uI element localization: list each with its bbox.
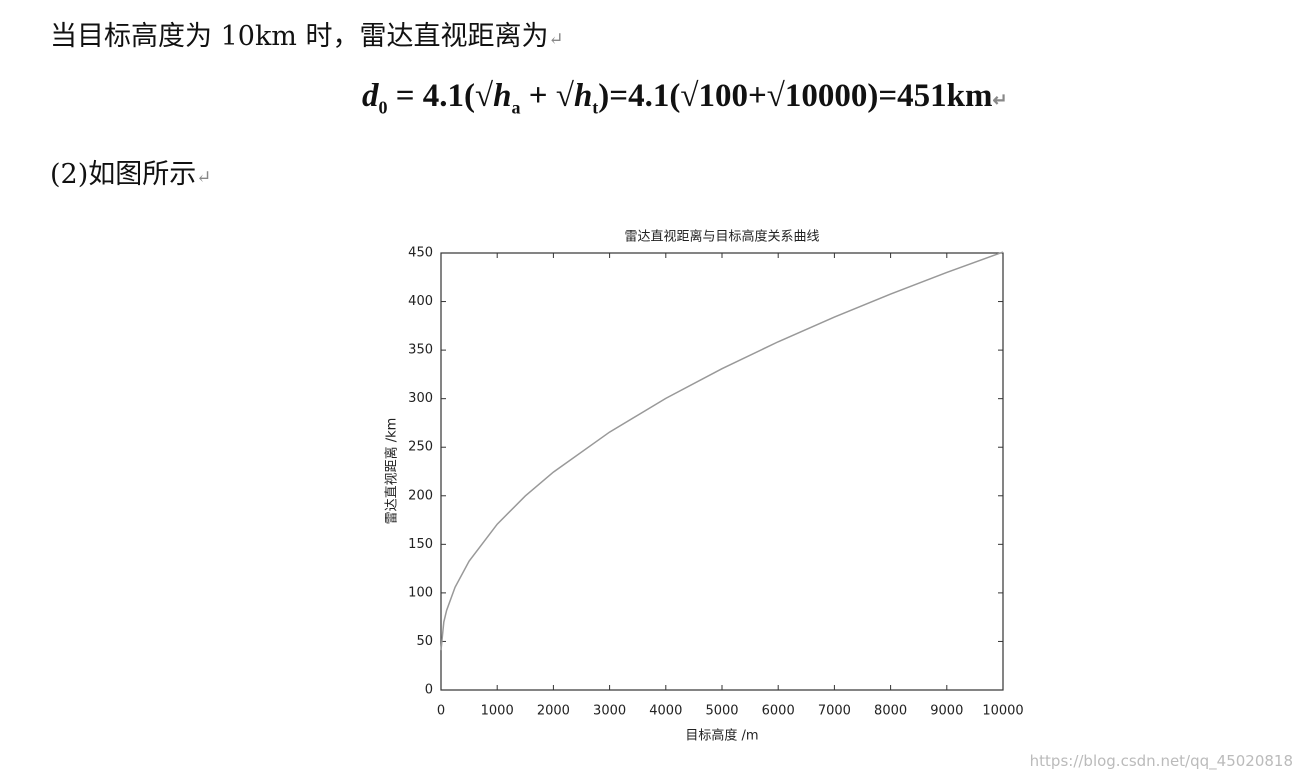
chart-title: 雷达直视距离与目标高度关系曲线 xyxy=(624,229,819,245)
x-tick-label: 9000 xyxy=(930,704,963,719)
x-tick-label: 5000 xyxy=(705,704,738,719)
return-mark: ↵ xyxy=(548,29,564,50)
y-tick-label: 200 xyxy=(408,488,433,503)
paragraph: 当目标高度为 10km 时，雷达直视距离为↵ xyxy=(50,14,564,53)
formula-part: t xyxy=(592,97,599,118)
y-tick-label: 350 xyxy=(408,343,433,358)
formula-part: + √ xyxy=(520,78,574,114)
paragraph: (2)如图所示↵ xyxy=(50,152,211,191)
y-tick-label: 150 xyxy=(408,537,433,552)
formula-part: = 4.1(√ xyxy=(387,78,494,114)
formula-part: a xyxy=(511,97,521,118)
formula-part: 0 xyxy=(378,97,388,118)
return-mark: ↵ xyxy=(992,90,1008,110)
y-tick-label: 100 xyxy=(408,585,433,600)
formula-part: d xyxy=(362,78,379,114)
x-tick-label: 10000 xyxy=(982,704,1023,719)
plot-frame xyxy=(440,252,1004,691)
x-axis-label: 目标高度 /m xyxy=(685,728,758,744)
x-tick-label: 3000 xyxy=(593,704,626,719)
return-mark: ↵ xyxy=(196,167,212,188)
y-tick-label: 450 xyxy=(408,246,433,261)
y-tick-label: 300 xyxy=(408,391,433,406)
formula-part: )=4.1(√100+√10000)=451km xyxy=(598,78,993,114)
x-tick-label: 0 xyxy=(437,704,445,719)
y-tick-label: 0 xyxy=(425,683,433,698)
x-tick-label: 2000 xyxy=(537,704,570,719)
text: (2)如图所示 xyxy=(50,159,197,190)
formula-part: h xyxy=(493,78,512,114)
x-tick-label: 4000 xyxy=(649,704,682,719)
formula-part: h xyxy=(573,78,593,114)
watermark: https://blog.csdn.net/qq_45020818 xyxy=(1029,752,1293,770)
formula: d0 = 4.1(√ha + √ht)=4.1(√100+√10000)=451… xyxy=(362,78,1008,119)
y-tick-label: 250 xyxy=(408,440,433,455)
y-tick-label: 50 xyxy=(416,634,433,649)
y-axis-label: 雷达直视距离 /km xyxy=(384,418,400,525)
x-tick-label: 8000 xyxy=(874,704,907,719)
data-line xyxy=(440,251,1004,651)
x-tick-label: 6000 xyxy=(762,704,795,719)
x-tick-label: 1000 xyxy=(481,704,514,719)
y-tick-label: 400 xyxy=(408,294,433,309)
text: 当目标高度为 10km 时，雷达直视距离为 xyxy=(50,21,549,52)
x-tick-label: 7000 xyxy=(818,704,851,719)
